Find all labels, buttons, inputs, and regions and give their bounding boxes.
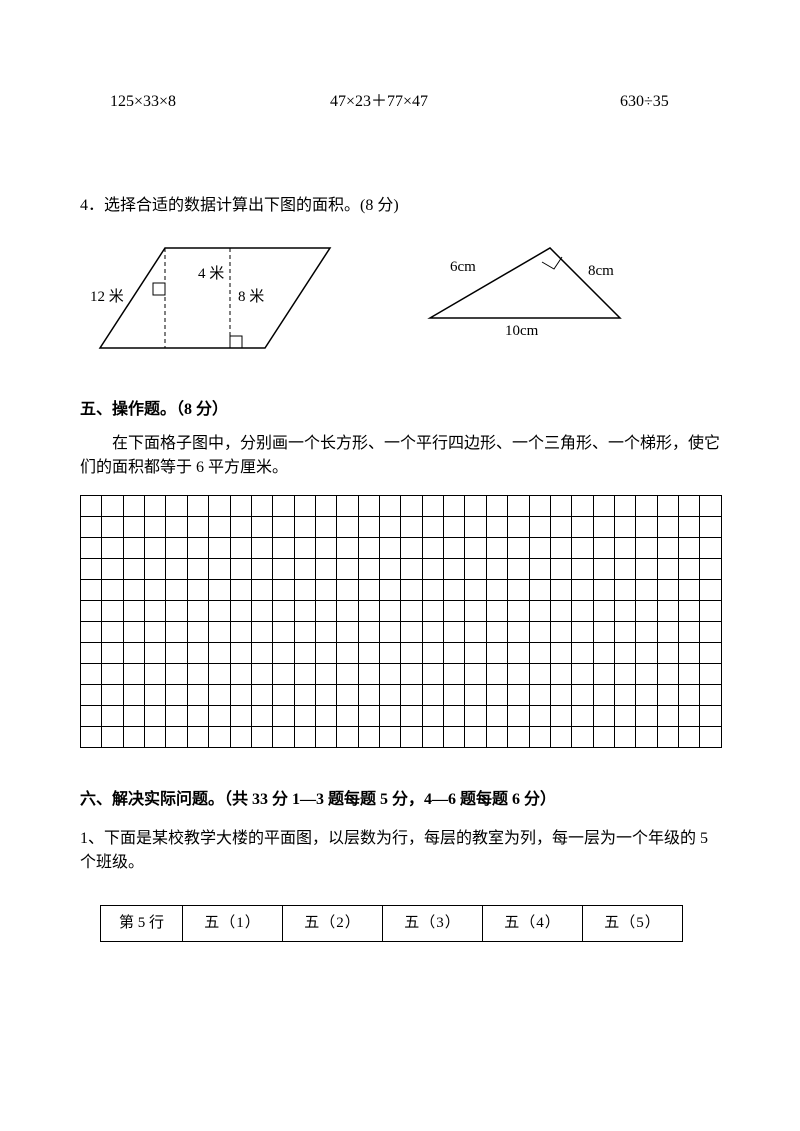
grid-paper: [80, 495, 722, 748]
q4-title: 4．选择合适的数据计算出下图的面积。(8 分): [80, 194, 720, 218]
para-h2-label: 8 米: [238, 286, 264, 309]
section6-q1: 1、下面是某校教学大楼的平面图，以层数为行，每层的教室为列，每一层为一个年级的 …: [80, 827, 720, 875]
expr-3: 630÷35: [620, 90, 669, 114]
cell-3: 五（3）: [383, 906, 483, 942]
row-label: 第 5 行: [101, 906, 183, 942]
cell-5: 五（5）: [583, 906, 683, 942]
para-left-label: 12 米: [90, 286, 124, 309]
triangle-figure: 6cm 8cm 10cm: [420, 238, 640, 338]
figures-row: 12 米 4 米 8 米 6cm 8cm 10cm: [80, 238, 720, 358]
floor-table: 第 5 行 五（1） 五（2） 五（3） 五（4） 五（5）: [100, 905, 683, 942]
parallelogram-figure: 12 米 4 米 8 米: [90, 238, 340, 358]
expr-1: 125×33×8: [110, 90, 330, 114]
table-row: 第 5 行 五（1） 五（2） 五（3） 五（4） 五（5）: [101, 906, 683, 942]
section6-title: 六、解决实际问题。（共 33 分 1—3 题每题 5 分，4—6 题每题 6 分…: [80, 788, 720, 812]
section5-title: 五、操作题。（8 分）: [80, 398, 720, 422]
tri-left-label: 6cm: [450, 256, 476, 279]
expr-2: 47×23＋77×47: [330, 90, 620, 114]
tri-right-label: 8cm: [588, 260, 614, 283]
para-h1-label: 4 米: [198, 263, 224, 286]
tri-bottom-label: 10cm: [505, 320, 538, 343]
expression-row: 125×33×8 47×23＋77×47 630÷35: [80, 90, 720, 114]
grid-wrap: [80, 495, 720, 748]
cell-2: 五（2）: [283, 906, 383, 942]
section5-body: 在下面格子图中，分别画一个长方形、一个平行四边形、一个三角形、一个梯形，使它们的…: [80, 432, 720, 480]
cell-4: 五（4）: [483, 906, 583, 942]
cell-1: 五（1）: [183, 906, 283, 942]
